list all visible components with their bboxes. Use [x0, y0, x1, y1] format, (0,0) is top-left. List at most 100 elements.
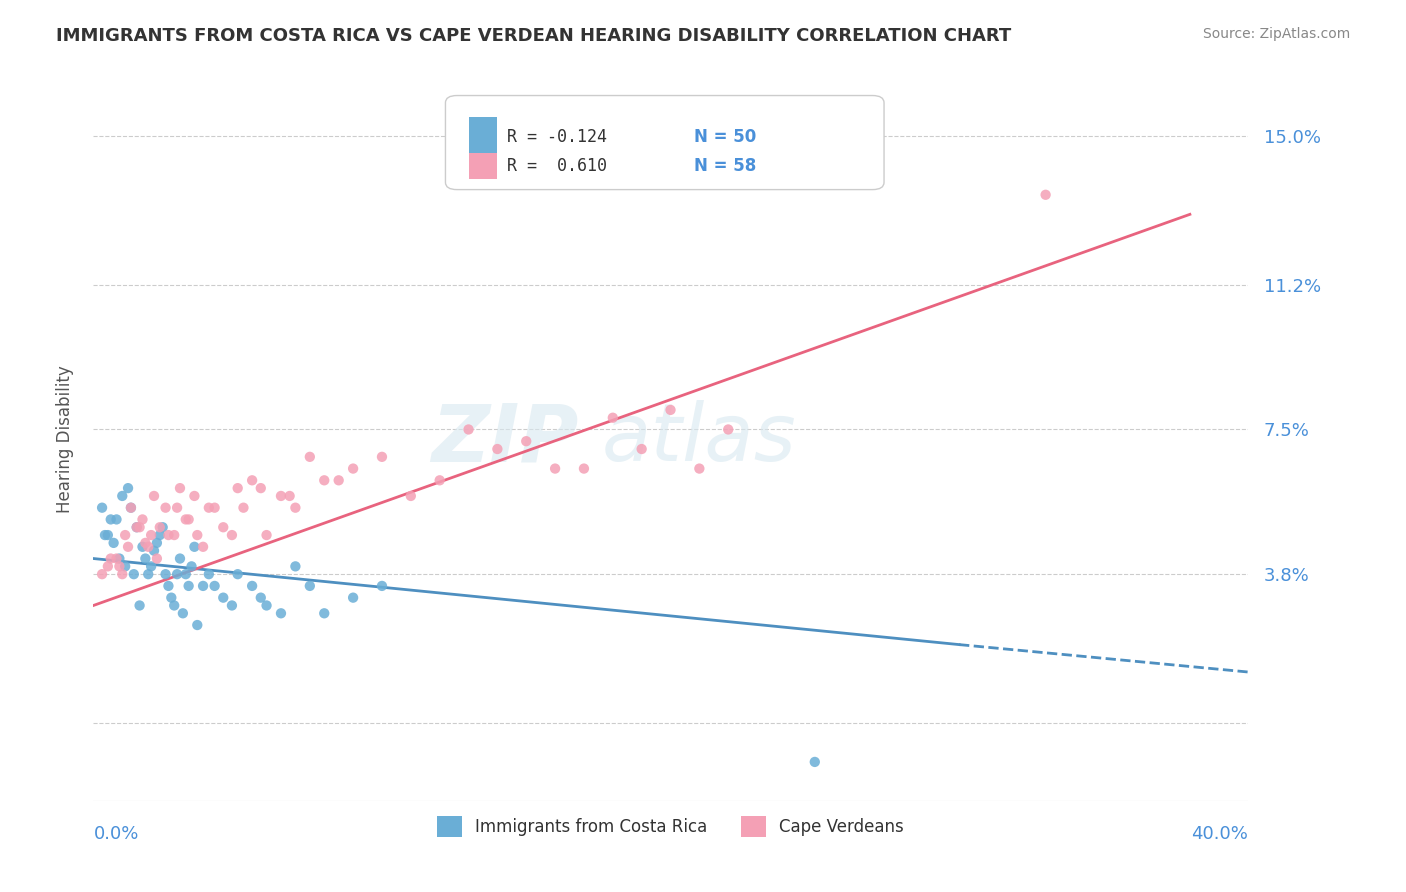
Point — [1035, 187, 1057, 202]
Point — [198, 500, 221, 515]
Point — [240, 473, 263, 487]
Point — [174, 567, 197, 582]
Point — [688, 461, 710, 475]
Text: R = -0.124: R = -0.124 — [506, 128, 606, 145]
Point — [298, 450, 321, 464]
Point — [270, 607, 292, 621]
Point — [544, 461, 567, 475]
Point — [155, 500, 177, 515]
Point — [232, 500, 254, 515]
Text: ZIP: ZIP — [430, 401, 578, 478]
Point — [256, 599, 278, 613]
Point — [166, 500, 188, 515]
Point — [91, 500, 114, 515]
Point — [298, 579, 321, 593]
Point — [249, 481, 271, 495]
Point — [515, 434, 537, 449]
Point — [572, 461, 595, 475]
Point — [180, 559, 202, 574]
Point — [659, 403, 682, 417]
Point — [134, 536, 156, 550]
Point — [314, 473, 336, 487]
Text: R =  0.610: R = 0.610 — [506, 158, 606, 176]
Point — [108, 559, 131, 574]
Point — [163, 528, 186, 542]
Point — [136, 567, 159, 582]
Point — [108, 551, 131, 566]
Point — [314, 607, 336, 621]
Point — [457, 422, 479, 436]
Point — [128, 599, 150, 613]
Point — [146, 551, 169, 566]
Point — [212, 591, 235, 605]
Point — [122, 567, 145, 582]
Point — [139, 528, 162, 542]
Point — [114, 559, 136, 574]
Point — [100, 512, 122, 526]
Point — [128, 520, 150, 534]
Point — [186, 618, 208, 632]
Point — [97, 559, 120, 574]
Point — [284, 559, 307, 574]
Text: N = 50: N = 50 — [693, 128, 756, 145]
Point — [198, 567, 221, 582]
Point — [486, 442, 509, 456]
Point — [204, 500, 226, 515]
FancyBboxPatch shape — [446, 95, 884, 190]
Point — [97, 528, 120, 542]
Point — [399, 489, 422, 503]
Point — [157, 528, 180, 542]
Point — [172, 607, 194, 621]
Point — [226, 567, 249, 582]
Point — [149, 520, 172, 534]
Text: 0.0%: 0.0% — [93, 824, 139, 843]
Point — [125, 520, 148, 534]
Bar — [468, 117, 498, 153]
Point — [204, 579, 226, 593]
Point — [226, 481, 249, 495]
Point — [117, 540, 139, 554]
Point — [114, 528, 136, 542]
Point — [270, 489, 292, 503]
Point — [804, 755, 827, 769]
Point — [249, 591, 271, 605]
Text: IMMIGRANTS FROM COSTA RICA VS CAPE VERDEAN HEARING DISABILITY CORRELATION CHART: IMMIGRANTS FROM COSTA RICA VS CAPE VERDE… — [56, 27, 1011, 45]
Point — [131, 540, 153, 554]
Point — [284, 500, 307, 515]
Point — [152, 520, 174, 534]
Point — [103, 536, 125, 550]
Point — [146, 536, 169, 550]
Point — [100, 551, 122, 566]
Point — [160, 591, 183, 605]
Point — [155, 567, 177, 582]
Point — [91, 567, 114, 582]
Point — [177, 579, 200, 593]
Point — [717, 422, 740, 436]
Point — [278, 489, 301, 503]
Point — [191, 579, 214, 593]
Point — [177, 512, 200, 526]
Point — [191, 540, 214, 554]
Text: atlas: atlas — [602, 401, 796, 478]
Point — [143, 489, 166, 503]
Point — [169, 481, 191, 495]
Point — [131, 512, 153, 526]
Point — [111, 489, 134, 503]
Point — [371, 450, 394, 464]
Bar — [468, 153, 498, 178]
Point — [169, 551, 191, 566]
Point — [174, 512, 197, 526]
Point — [602, 410, 624, 425]
Point — [105, 551, 128, 566]
Point — [221, 599, 243, 613]
Point — [136, 540, 159, 554]
Legend: Immigrants from Costa Rica, Cape Verdeans: Immigrants from Costa Rica, Cape Verdean… — [430, 810, 911, 843]
Text: N = 58: N = 58 — [693, 158, 756, 176]
Point — [143, 543, 166, 558]
Text: Source: ZipAtlas.com: Source: ZipAtlas.com — [1202, 27, 1350, 41]
Point — [125, 520, 148, 534]
Point — [166, 567, 188, 582]
Point — [212, 520, 235, 534]
Point — [157, 579, 180, 593]
Point — [120, 500, 142, 515]
